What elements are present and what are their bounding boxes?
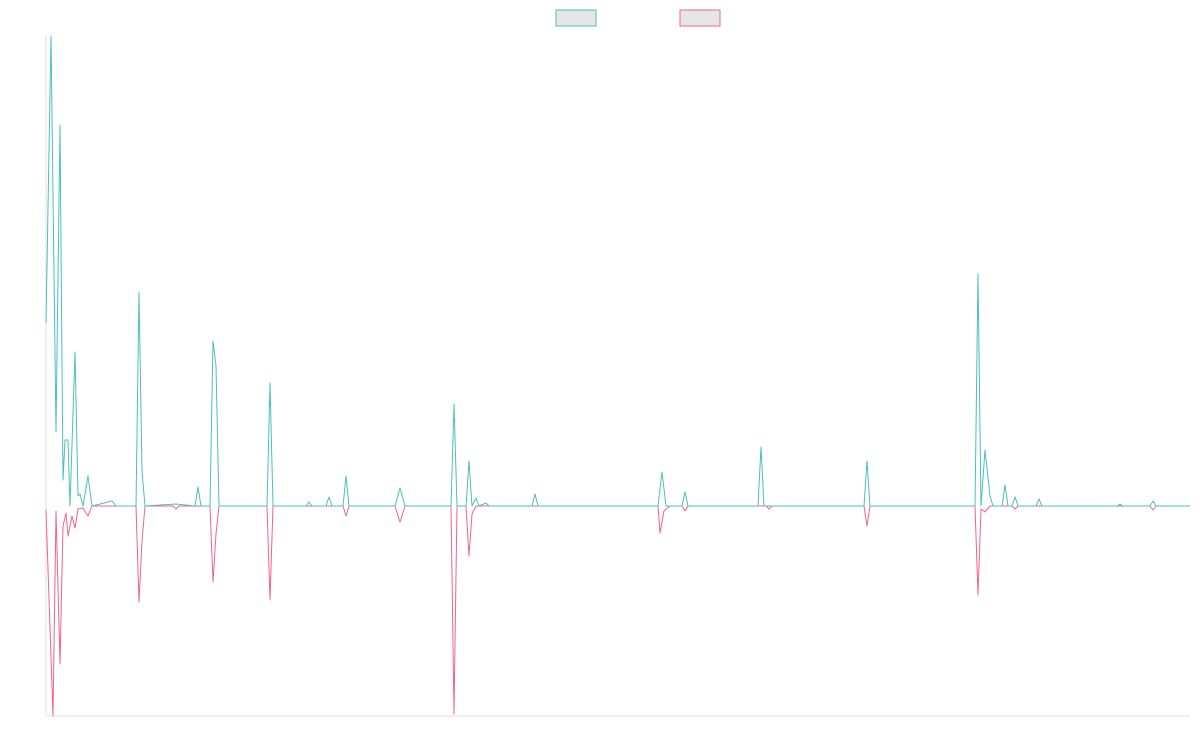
series-line [45,505,1190,717]
legend-swatch[interactable] [679,9,721,27]
series-line [45,35,1190,507]
legend-swatch[interactable] [555,9,597,27]
